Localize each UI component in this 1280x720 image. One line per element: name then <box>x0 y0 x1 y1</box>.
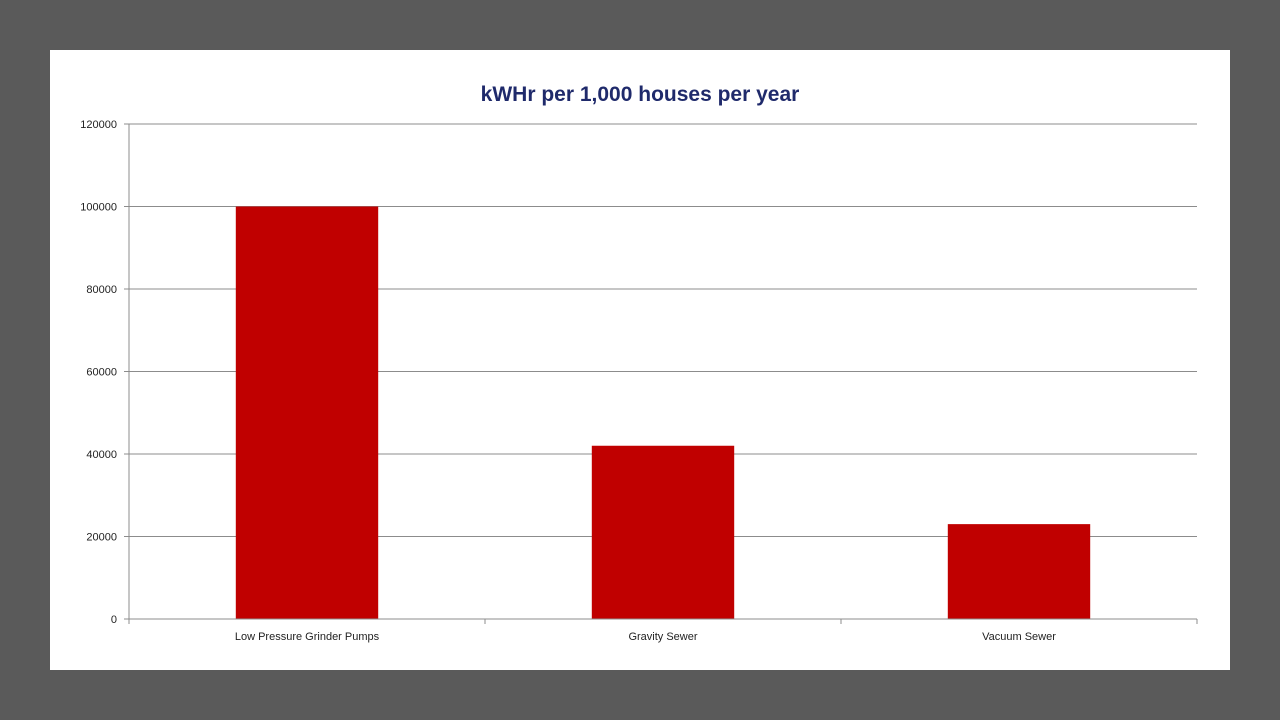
axes <box>128 124 1198 624</box>
bar <box>591 445 735 619</box>
y-tick-label: 60000 <box>86 367 117 379</box>
bar <box>235 206 379 619</box>
y-tick-label: 100000 <box>80 202 117 214</box>
y-tick-label: 120000 <box>80 119 117 131</box>
x-category-label: Gravity Sewer <box>628 631 697 643</box>
x-category-label: Low Pressure Grinder Pumps <box>235 631 380 643</box>
y-tick-label: 80000 <box>86 284 117 296</box>
chart-title: kWHr per 1,000 houses per year <box>481 83 800 106</box>
y-axis-ticks: 0 20000 40000 60000 80000 100000 120000 <box>80 119 129 626</box>
bars <box>235 206 1091 619</box>
x-category-label: Vacuum Sewer <box>982 631 1056 643</box>
x-axis-labels: Low Pressure Grinder Pumps Gravity Sewer V… <box>235 631 1056 643</box>
y-tick-label: 40000 <box>86 449 117 461</box>
y-tick-label: 0 <box>111 614 117 626</box>
bar <box>947 524 1091 619</box>
y-tick-label: 20000 <box>86 532 117 544</box>
